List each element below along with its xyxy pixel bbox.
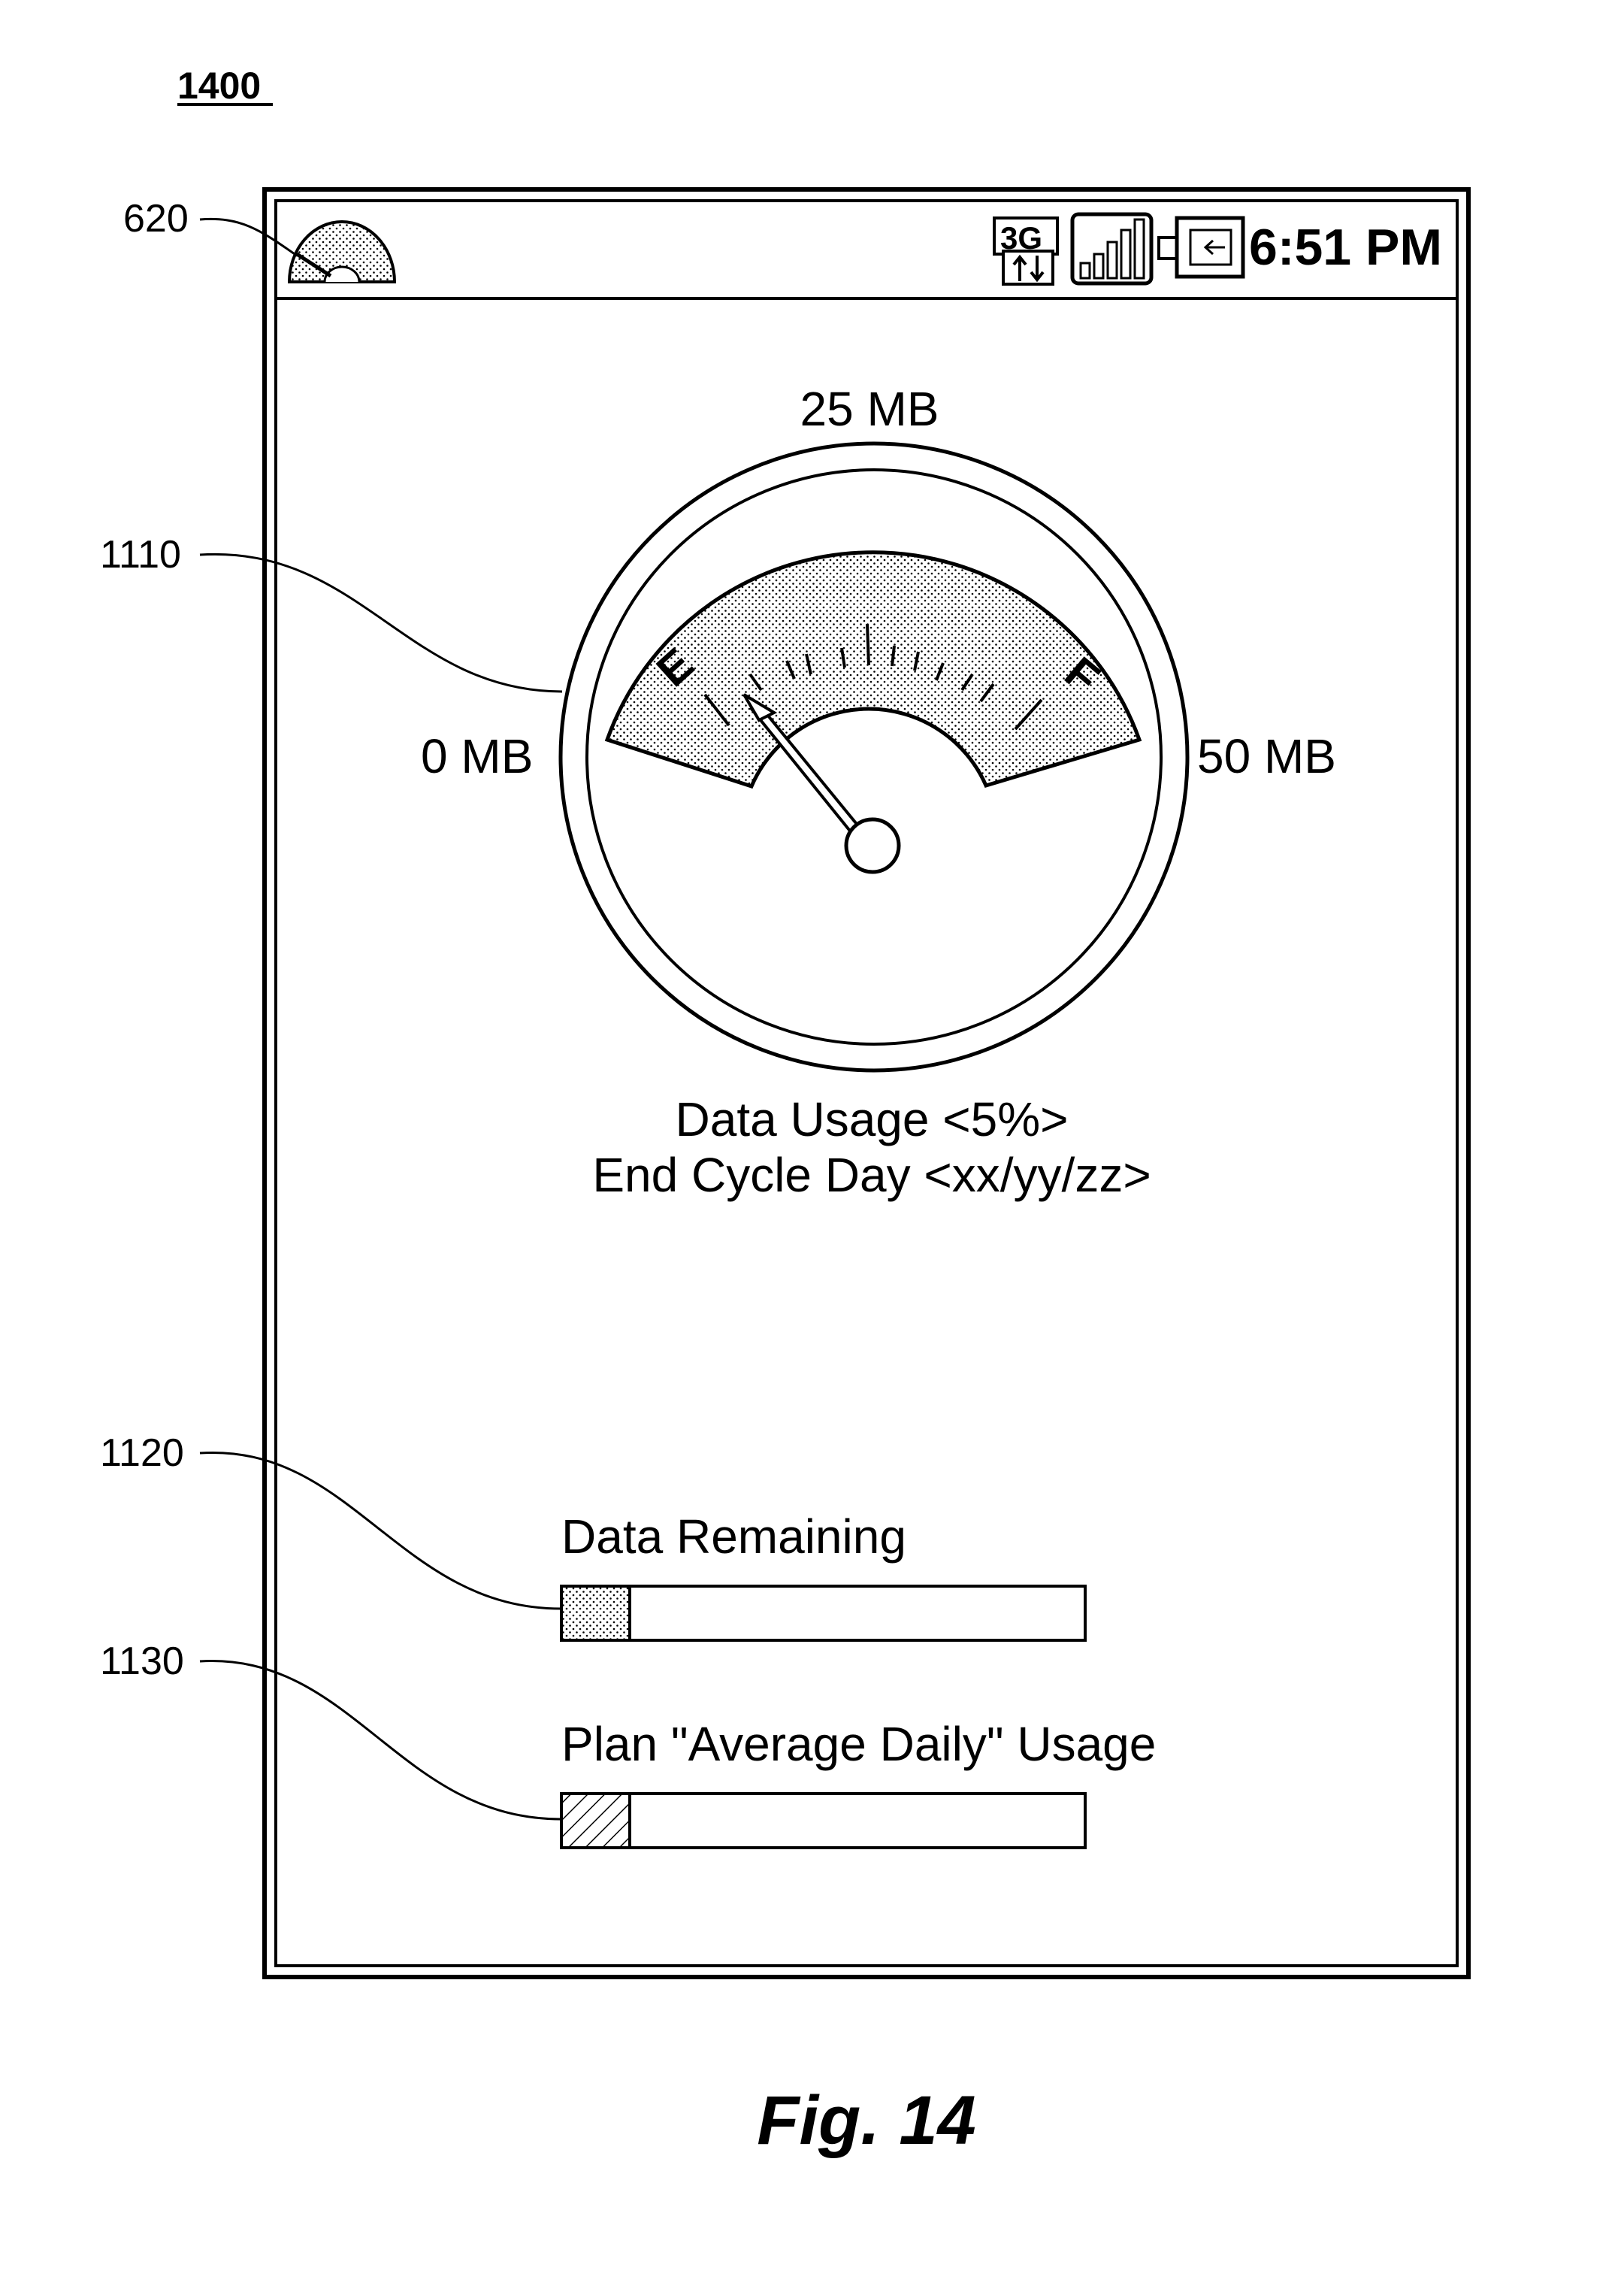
data-remaining-label: Data Remaining <box>561 1509 906 1564</box>
data-remaining-bar-fill <box>561 1586 630 1640</box>
gauge-needle-hub <box>846 819 899 872</box>
figure-number: 1400 <box>177 65 261 107</box>
leader-line-620 <box>200 219 297 256</box>
leader-line-1120 <box>200 1452 561 1609</box>
end-cycle-text: End Cycle Day <xx/yy/zz> <box>592 1148 1151 1202</box>
gauge-right-label: 50 MB <box>1197 729 1336 783</box>
average-daily-bar-fill <box>561 1794 630 1848</box>
signal-strength-icon <box>1072 214 1151 283</box>
data-gauge-icon[interactable] <box>289 222 395 282</box>
leader-line-1110 <box>200 554 562 692</box>
battery-icon <box>1159 218 1243 277</box>
data-remaining-bar <box>561 1586 1085 1640</box>
status-time: 6:51 PM <box>1249 219 1442 276</box>
ref-label-1120: 1120 <box>100 1431 184 1475</box>
usage-gauge: E F <box>561 444 1187 1070</box>
data-usage-text: Data Usage <5%> <box>676 1092 1069 1146</box>
leader-line-1130 <box>200 1661 561 1819</box>
average-daily-label: Plan "Average Daily" Usage <box>561 1717 1156 1771</box>
gauge-left-label: 0 MB <box>421 729 533 783</box>
ref-label-1130: 1130 <box>100 1640 184 1683</box>
average-daily-bar <box>561 1794 1085 1848</box>
ref-label-620: 620 <box>123 197 189 241</box>
figure-caption: Fig. 14 <box>757 2082 975 2159</box>
network-3g-icon: 3G <box>994 218 1057 284</box>
gauge-top-label: 25 MB <box>800 382 939 436</box>
ref-label-1110: 1110 <box>100 533 181 577</box>
